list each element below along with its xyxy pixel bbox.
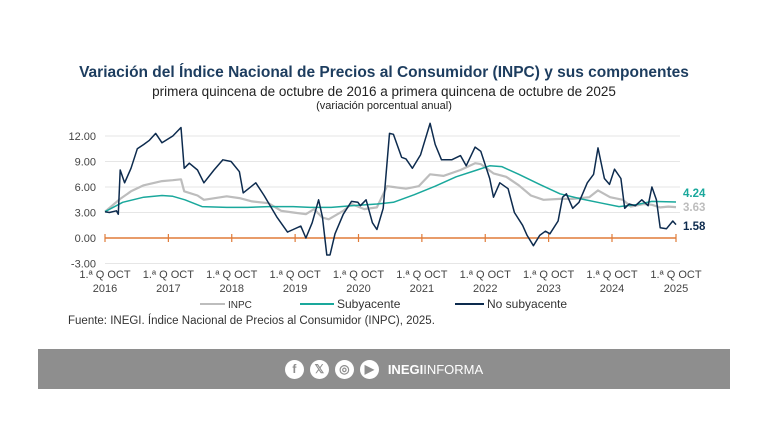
x-tick-label-year: 2024 (600, 283, 624, 295)
x-icon[interactable]: 𝕏 (309, 359, 329, 379)
x-tick-label-year: 2023 (536, 283, 560, 295)
x-tick-label-year: 2017 (156, 283, 180, 295)
x-tick-label-line1: 1.ª Q OCT (143, 269, 194, 281)
y-tick-label: 12.00 (68, 131, 96, 143)
series-no-subyacente-line (104, 122, 677, 256)
x-tick-label-line1: 1.ª Q OCT (460, 269, 511, 281)
legend-label-inpc: INPC (228, 300, 252, 311)
series-inpc-line (104, 162, 677, 221)
y-tick-label: 6.00 (75, 182, 96, 194)
x-tick-label-year: 2016 (93, 283, 117, 295)
facebook-icon[interactable]: f (284, 359, 304, 379)
x-tick-label-line1: 1.ª Q OCT (333, 269, 384, 281)
chart-units: (variación porcentual anual) (316, 100, 452, 112)
instagram-icon[interactable]: ◎ (334, 359, 354, 379)
chart-subtitle: primera quincena de octubre de 2016 a pr… (152, 84, 616, 99)
x-tick-label-year: 2021 (410, 283, 434, 295)
x-tick-label-line1: 1.ª Q OCT (586, 269, 637, 281)
y-tick-label: -3.00 (71, 259, 96, 271)
series-inpc-end-label: 3.63 (683, 202, 705, 214)
x-tick-label-year: 2019 (283, 283, 307, 295)
legend-label-nosub: No subyacente (487, 297, 567, 311)
source-note: Fuente: INEGI. Índice Nacional de Precio… (68, 315, 435, 327)
series-subyacente-line (104, 165, 677, 213)
x-tick-label-line1: 1.ª Q OCT (523, 269, 574, 281)
x-tick-label-line1: 1.ª Q OCT (650, 269, 701, 281)
brand-logo[interactable]: INEGIINFORMA (387, 361, 484, 377)
legend-label-sub: Subyacente (337, 297, 401, 311)
x-tick-label-year: 2018 (220, 283, 244, 295)
series-subyacente-end-label: 4.24 (683, 188, 706, 200)
chart-title: Variación del Índice Nacional de Precios… (79, 64, 689, 81)
x-tick-label-year: 2022 (473, 283, 497, 295)
footer-bar: f 𝕏 ◎ ▶ INEGIINFORMA (38, 349, 730, 389)
y-tick-label: 9.00 (75, 157, 96, 169)
x-tick-label-year: 2025 (664, 283, 688, 295)
x-tick-label-line1: 1.ª Q OCT (270, 269, 321, 281)
y-tick-label: 3.00 (75, 208, 96, 220)
series-no-subyacente-end-label: 1.58 (683, 221, 706, 233)
x-tick-label-line1: 1.ª Q OCT (396, 269, 447, 281)
y-tick-label: 0.00 (75, 233, 96, 245)
youtube-icon[interactable]: ▶ (359, 359, 379, 379)
x-tick-label-year: 2020 (346, 283, 370, 295)
x-tick-label-line1: 1.ª Q OCT (206, 269, 257, 281)
x-tick-label-line1: 1.ª Q OCT (79, 269, 130, 281)
